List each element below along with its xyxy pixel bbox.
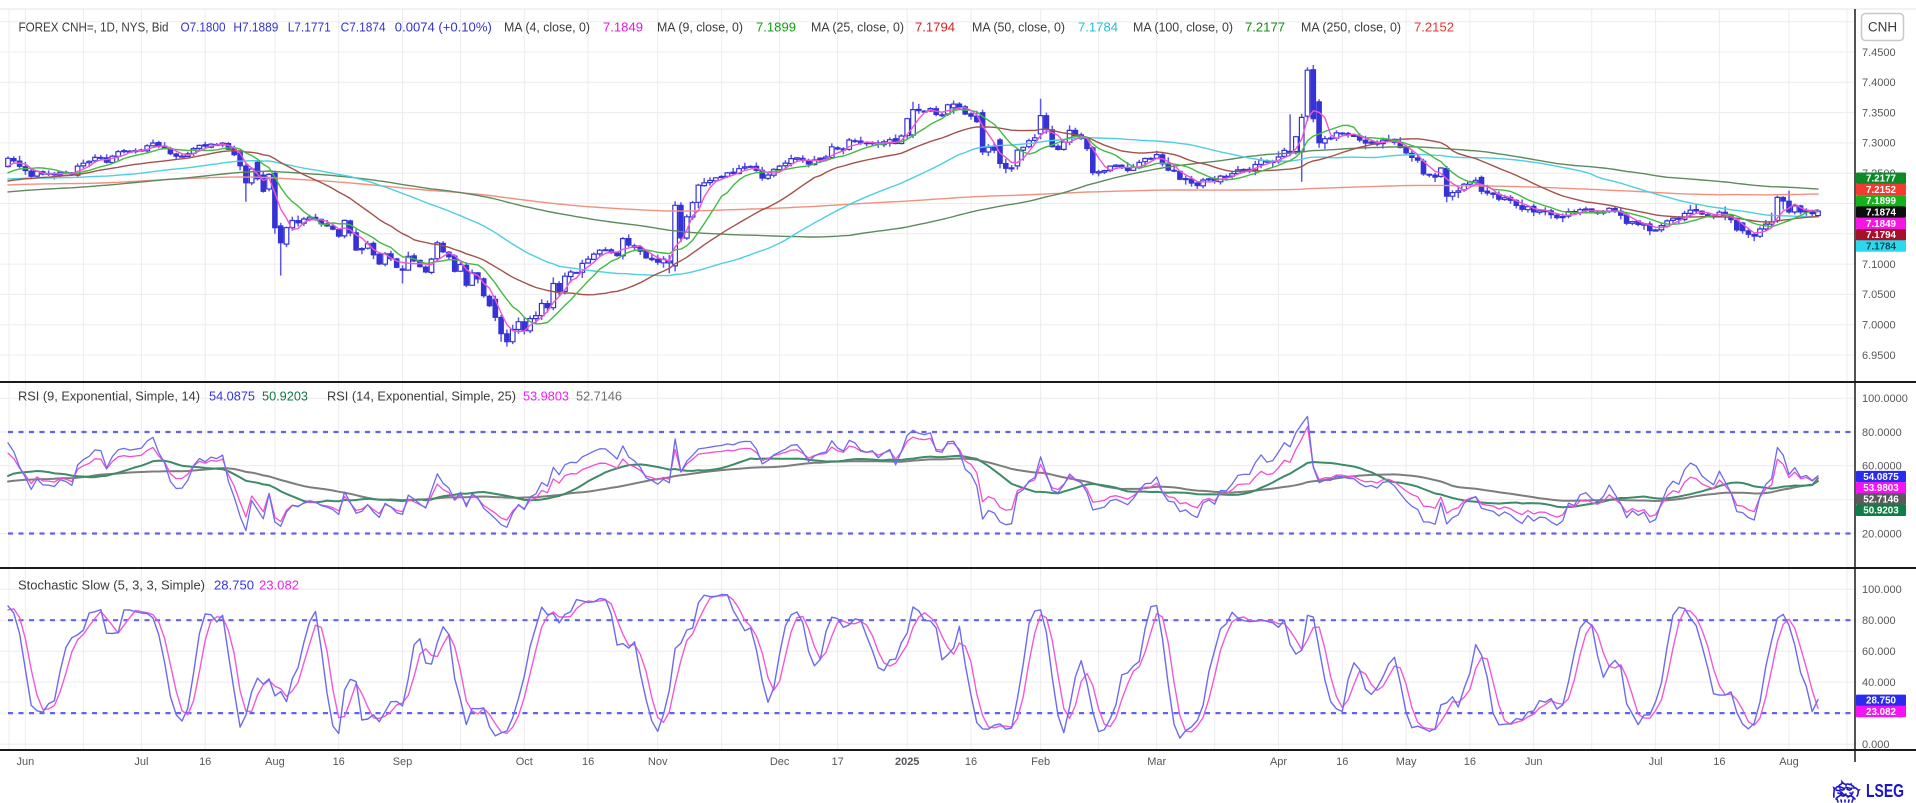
svg-text:16: 16	[582, 756, 594, 768]
svg-text:H7.1889: H7.1889	[233, 20, 278, 35]
svg-text:7.1899: 7.1899	[1866, 196, 1897, 207]
svg-text:50.9203: 50.9203	[262, 389, 308, 404]
svg-text:Oct: Oct	[516, 756, 533, 768]
svg-text:80.000: 80.000	[1862, 615, 1896, 627]
svg-text:7.1784: 7.1784	[1866, 241, 1897, 252]
svg-text:6.9500: 6.9500	[1862, 350, 1896, 362]
svg-text:16: 16	[1464, 756, 1476, 768]
svg-text:Sep: Sep	[393, 756, 413, 768]
svg-text:7.4000: 7.4000	[1862, 77, 1896, 89]
svg-text:52.7146: 52.7146	[1863, 494, 1899, 505]
svg-text:54.0875: 54.0875	[1863, 472, 1899, 483]
svg-text:Nov: Nov	[648, 756, 668, 768]
svg-text:Mar: Mar	[1147, 756, 1166, 768]
svg-text:53.9803: 53.9803	[1863, 483, 1899, 494]
svg-text:Feb: Feb	[1031, 756, 1050, 768]
svg-text:50.9203: 50.9203	[1863, 506, 1899, 517]
svg-text:7.0000: 7.0000	[1862, 320, 1896, 332]
svg-text:7.4500: 7.4500	[1862, 47, 1896, 59]
svg-text:Aug: Aug	[265, 756, 285, 768]
svg-text:Jul: Jul	[1649, 756, 1663, 768]
svg-text:MA (4, close, 0): MA (4, close, 0)	[504, 20, 590, 35]
svg-text:C7.1874: C7.1874	[341, 20, 386, 35]
svg-text:2025: 2025	[895, 756, 919, 768]
svg-text:20.0000: 20.0000	[1862, 528, 1902, 540]
svg-text:100.000: 100.000	[1862, 584, 1902, 596]
svg-text:80.0000: 80.0000	[1862, 427, 1902, 439]
svg-text:Jun: Jun	[1525, 756, 1543, 768]
svg-text:May: May	[1396, 756, 1417, 768]
svg-text:7.2177: 7.2177	[1245, 20, 1285, 35]
svg-text:23.082: 23.082	[1866, 707, 1897, 718]
svg-text:16: 16	[199, 756, 211, 768]
svg-text:28.750: 28.750	[214, 578, 254, 593]
svg-text:0.0074 (+0.10%): 0.0074 (+0.10%)	[395, 20, 492, 35]
svg-text:Jul: Jul	[134, 756, 148, 768]
svg-text:7.1000: 7.1000	[1862, 259, 1896, 271]
svg-text:MA (9, close, 0): MA (9, close, 0)	[657, 20, 743, 35]
svg-text:RSI (14, Exponential, Simple,: RSI (14, Exponential, Simple, 25)	[327, 389, 516, 404]
svg-text:40.000: 40.000	[1862, 677, 1896, 689]
svg-text:LSEG: LSEG	[1866, 781, 1904, 801]
svg-text:7.1849: 7.1849	[1866, 219, 1897, 230]
svg-text:7.0500: 7.0500	[1862, 289, 1896, 301]
svg-text:7.2152: 7.2152	[1866, 185, 1897, 196]
svg-text:7.3000: 7.3000	[1862, 138, 1896, 150]
svg-text:23.082: 23.082	[259, 578, 299, 593]
svg-text:L7.1771: L7.1771	[288, 20, 331, 35]
svg-text:16: 16	[1713, 756, 1725, 768]
svg-text:7.1784: 7.1784	[1078, 20, 1118, 35]
svg-text:MA (250, close, 0): MA (250, close, 0)	[1301, 20, 1401, 35]
svg-text:52.7146: 52.7146	[576, 389, 622, 404]
svg-text:16: 16	[333, 756, 345, 768]
svg-text:7.1794: 7.1794	[1866, 230, 1897, 241]
svg-text:MA (100, close, 0): MA (100, close, 0)	[1133, 20, 1233, 35]
svg-text:7.1794: 7.1794	[915, 20, 955, 35]
svg-text:RSI (9, Exponential, Simple, 1: RSI (9, Exponential, Simple, 14)	[18, 389, 200, 404]
svg-text:54.0875: 54.0875	[209, 389, 255, 404]
svg-text:O7.1800: O7.1800	[181, 20, 226, 35]
svg-text:Apr: Apr	[1270, 756, 1287, 768]
svg-text:7.2177: 7.2177	[1866, 174, 1897, 185]
svg-text:7.2152: 7.2152	[1414, 20, 1454, 35]
svg-text:MA (25, close, 0): MA (25, close, 0)	[811, 20, 904, 35]
svg-text:FOREX CNH=, 1D, NYS, Bid: FOREX CNH=, 1D, NYS, Bid	[19, 20, 169, 35]
svg-text:100.0000: 100.0000	[1862, 393, 1908, 405]
svg-text:16: 16	[1336, 756, 1348, 768]
svg-text:CNH: CNH	[1868, 20, 1897, 35]
svg-text:Jun: Jun	[17, 756, 35, 768]
svg-text:0.000: 0.000	[1862, 739, 1890, 751]
svg-text:17: 17	[831, 756, 843, 768]
svg-text:60.0000: 60.0000	[1862, 461, 1902, 473]
svg-text:60.000: 60.000	[1862, 646, 1896, 658]
svg-text:Aug: Aug	[1779, 756, 1799, 768]
svg-text:16: 16	[965, 756, 977, 768]
svg-text:7.1899: 7.1899	[756, 20, 796, 35]
svg-text:7.3500: 7.3500	[1862, 107, 1896, 119]
svg-text:Stochastic Slow (5, 3, 3, Simp: Stochastic Slow (5, 3, 3, Simple)	[18, 578, 205, 593]
svg-text:28.750: 28.750	[1866, 696, 1897, 707]
svg-text:53.9803: 53.9803	[523, 389, 569, 404]
svg-text:Dec: Dec	[770, 756, 790, 768]
svg-text:7.1849: 7.1849	[603, 20, 643, 35]
svg-text:MA (50, close, 0): MA (50, close, 0)	[972, 20, 1065, 35]
svg-text:7.1874: 7.1874	[1866, 208, 1897, 219]
